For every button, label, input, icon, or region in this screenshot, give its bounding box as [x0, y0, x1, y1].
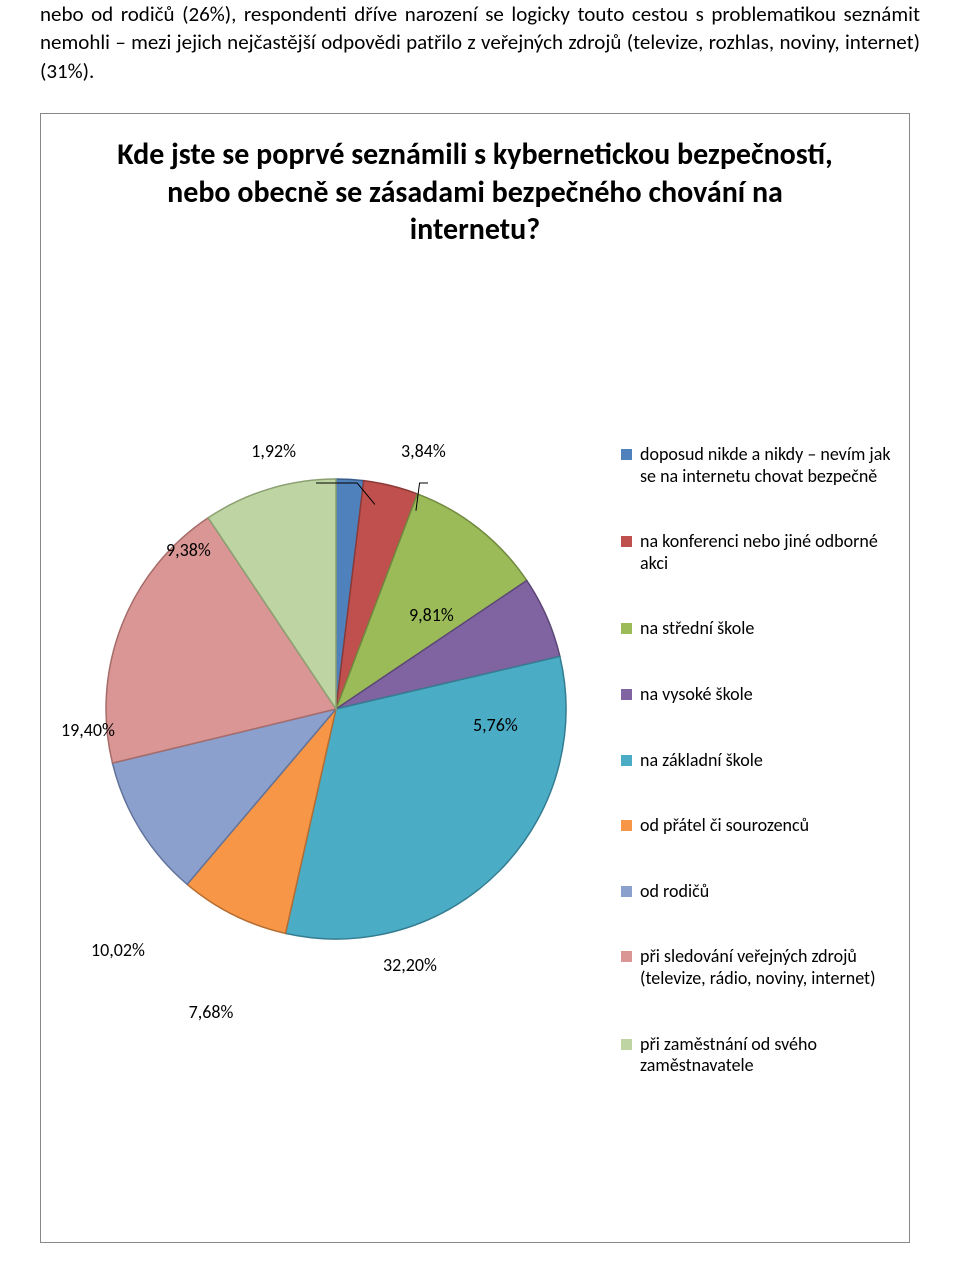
- legend-swatch: [621, 951, 632, 962]
- legend-swatch: [621, 623, 632, 634]
- legend-item: od přátel či sourozenců: [621, 815, 901, 837]
- pie-chart: 1,92%3,84%9,81%5,76%32,20%7,68%10,02%19,…: [81, 454, 591, 964]
- pie-slice-label: 10,02%: [91, 939, 145, 961]
- legend-label: doposud nikde a nikdy – nevím jak se na …: [640, 444, 901, 487]
- legend-item: na základní škole: [621, 750, 901, 772]
- chart-container: Kde jste se poprvé seznámili s kyberneti…: [40, 113, 910, 1243]
- legend-swatch: [621, 820, 632, 831]
- legend-item: při zaměstnání od svého zaměstnavatele: [621, 1034, 901, 1077]
- legend-item: na střední škole: [621, 618, 901, 640]
- legend-label: od rodičů: [640, 881, 901, 903]
- legend-label: na střední škole: [640, 618, 901, 640]
- chart-legend: doposud nikde a nikdy – nevím jak se na …: [621, 444, 901, 1121]
- legend-swatch: [621, 755, 632, 766]
- legend-item: od rodičů: [621, 881, 901, 903]
- pie-slice-label: 9,81%: [409, 604, 454, 626]
- intro-paragraph: nebo od rodičů (26%), respondenti dříve …: [40, 0, 920, 85]
- pie-slice-label: 9,38%: [166, 539, 211, 561]
- legend-label: při zaměstnání od svého zaměstnavatele: [640, 1034, 901, 1077]
- legend-item: na konferenci nebo jiné odborné akci: [621, 531, 901, 574]
- pie-slice-label: 7,68%: [189, 1001, 234, 1023]
- legend-swatch: [621, 886, 632, 897]
- legend-label: na konferenci nebo jiné odborné akci: [640, 531, 901, 574]
- legend-swatch: [621, 1039, 632, 1050]
- legend-label: od přátel či sourozenců: [640, 815, 901, 837]
- pie-svg: [81, 454, 591, 964]
- pie-slice-label: 32,20%: [383, 954, 437, 976]
- pie-slice-label: 3,84%: [401, 440, 446, 462]
- legend-label: na základní škole: [640, 750, 901, 772]
- legend-item: doposud nikde a nikdy – nevím jak se na …: [621, 444, 901, 487]
- legend-label: při sledování veřejných zdrojů (televize…: [640, 946, 901, 989]
- pie-slice-label: 19,40%: [61, 719, 115, 741]
- legend-swatch: [621, 536, 632, 547]
- legend-item: při sledování veřejných zdrojů (televize…: [621, 946, 901, 989]
- chart-title: Kde jste se poprvé seznámili s kyberneti…: [41, 114, 909, 249]
- legend-swatch: [621, 689, 632, 700]
- legend-swatch: [621, 449, 632, 460]
- legend-label: na vysoké škole: [640, 684, 901, 706]
- pie-slice-label: 1,92%: [251, 440, 296, 462]
- pie-slice-label: 5,76%: [473, 714, 518, 736]
- legend-item: na vysoké škole: [621, 684, 901, 706]
